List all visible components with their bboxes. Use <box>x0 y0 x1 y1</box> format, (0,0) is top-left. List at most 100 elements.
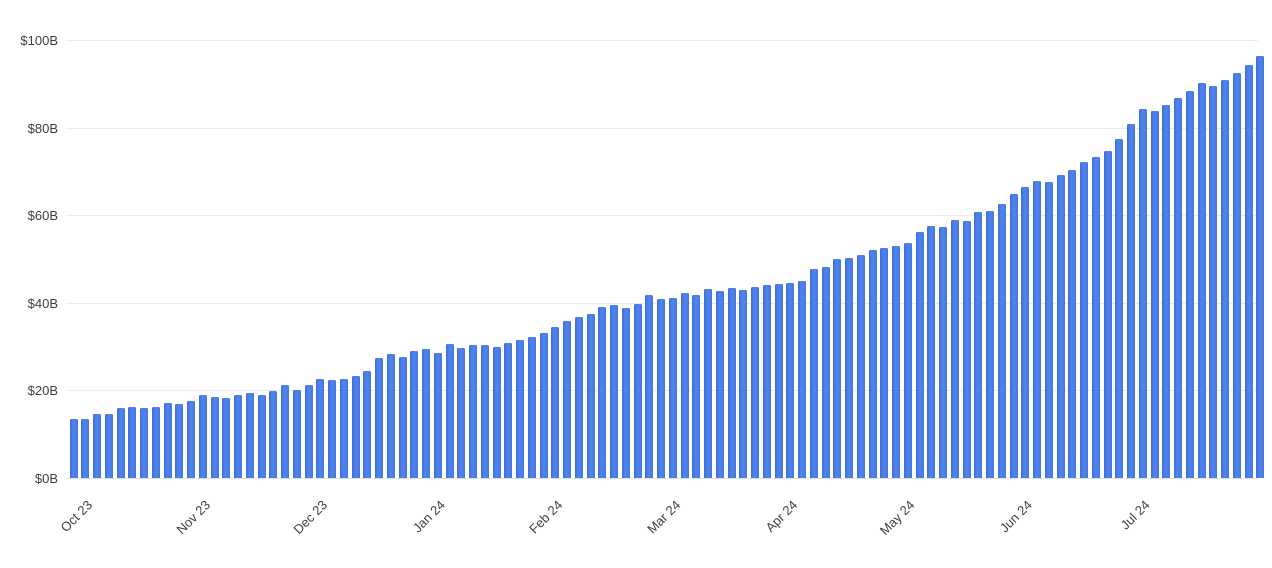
bar[interactable] <box>539 333 548 478</box>
bar[interactable] <box>292 389 301 478</box>
bar[interactable] <box>821 266 830 478</box>
bar[interactable] <box>915 232 924 478</box>
bar[interactable] <box>1244 64 1253 478</box>
bar[interactable] <box>1115 138 1124 478</box>
bar[interactable] <box>410 350 419 478</box>
bar[interactable] <box>715 290 724 478</box>
bar[interactable] <box>927 226 936 478</box>
bar[interactable] <box>633 303 642 478</box>
bar[interactable] <box>692 295 701 478</box>
bar[interactable] <box>1232 72 1241 478</box>
bar[interactable] <box>375 358 383 478</box>
bar[interactable] <box>598 307 607 478</box>
bar[interactable] <box>492 347 501 478</box>
bar[interactable] <box>551 327 560 478</box>
bar[interactable] <box>1197 83 1206 478</box>
bar[interactable] <box>163 403 172 478</box>
bar[interactable] <box>786 282 795 478</box>
bar[interactable] <box>527 336 536 478</box>
bar[interactable] <box>1009 193 1018 478</box>
bar[interactable] <box>398 357 407 478</box>
bar[interactable] <box>81 418 90 478</box>
bar[interactable] <box>457 348 466 478</box>
bar[interactable] <box>657 298 665 478</box>
bar[interactable] <box>433 352 442 478</box>
bar[interactable] <box>222 397 231 478</box>
bar[interactable] <box>281 385 289 478</box>
bar[interactable] <box>1256 55 1265 478</box>
bar[interactable] <box>469 345 477 478</box>
bar[interactable] <box>363 371 372 478</box>
bar[interactable] <box>351 375 360 478</box>
bar[interactable] <box>1068 170 1077 478</box>
bar[interactable] <box>586 313 595 478</box>
bar[interactable] <box>892 245 900 478</box>
bar[interactable] <box>504 342 513 478</box>
bar[interactable] <box>116 407 125 478</box>
bar[interactable] <box>151 406 160 478</box>
bar[interactable] <box>962 221 971 478</box>
bar[interactable] <box>69 419 78 478</box>
bar[interactable] <box>1127 123 1135 478</box>
bar[interactable] <box>610 305 618 478</box>
bar[interactable] <box>774 283 783 478</box>
bar[interactable] <box>480 344 489 478</box>
bar[interactable] <box>104 414 113 478</box>
bar[interactable] <box>245 393 254 478</box>
bar[interactable] <box>727 287 736 478</box>
bar[interactable] <box>704 288 712 478</box>
bar[interactable] <box>1021 187 1030 478</box>
bar[interactable] <box>868 250 877 478</box>
bar[interactable] <box>328 380 336 478</box>
bar[interactable] <box>1221 79 1229 478</box>
bar[interactable] <box>1150 110 1159 478</box>
bar[interactable] <box>903 243 912 478</box>
bar[interactable] <box>175 403 184 478</box>
bar[interactable] <box>1044 182 1053 478</box>
bar[interactable] <box>1091 157 1100 478</box>
bar[interactable] <box>422 348 430 478</box>
bar[interactable] <box>187 401 195 478</box>
bar[interactable] <box>574 316 583 478</box>
bar[interactable] <box>1162 104 1171 478</box>
bar[interactable] <box>680 293 689 478</box>
bar[interactable] <box>516 340 524 478</box>
bar[interactable] <box>1174 97 1182 478</box>
bar[interactable] <box>269 391 278 478</box>
bar[interactable] <box>1103 151 1112 478</box>
bar[interactable] <box>668 297 677 478</box>
bar[interactable] <box>1138 109 1147 478</box>
bar[interactable] <box>1209 85 1218 478</box>
bar[interactable] <box>198 395 207 478</box>
bar[interactable] <box>128 407 137 478</box>
bar[interactable] <box>833 258 842 478</box>
bar[interactable] <box>339 379 348 478</box>
bar[interactable] <box>386 353 395 478</box>
bar[interactable] <box>140 407 148 478</box>
bar[interactable] <box>621 307 630 478</box>
bar[interactable] <box>974 212 983 478</box>
bar[interactable] <box>257 395 266 478</box>
bar[interactable] <box>210 396 219 478</box>
bar[interactable] <box>304 384 313 478</box>
bar[interactable] <box>880 247 889 478</box>
bar[interactable] <box>1056 174 1065 478</box>
bar[interactable] <box>1033 180 1041 478</box>
bar[interactable] <box>445 343 454 478</box>
bar[interactable] <box>809 268 818 478</box>
bar[interactable] <box>986 211 994 478</box>
bar[interactable] <box>645 295 654 478</box>
bar[interactable] <box>563 320 571 478</box>
bar[interactable] <box>997 203 1006 478</box>
bar[interactable] <box>739 289 748 478</box>
bar[interactable] <box>798 281 806 478</box>
bar[interactable] <box>845 257 853 478</box>
bar[interactable] <box>316 379 325 478</box>
bar[interactable] <box>939 227 947 478</box>
bar[interactable] <box>1185 91 1194 478</box>
bar[interactable] <box>1080 162 1088 478</box>
bar[interactable] <box>234 395 242 478</box>
bar[interactable] <box>856 255 865 478</box>
bar[interactable] <box>762 285 771 478</box>
bar[interactable] <box>93 413 101 478</box>
